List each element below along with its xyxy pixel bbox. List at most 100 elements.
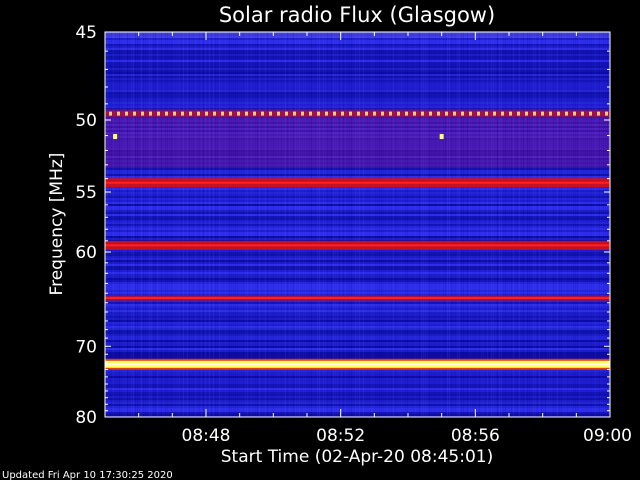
emission-dot bbox=[109, 111, 112, 116]
emission-dot bbox=[197, 111, 200, 116]
time-streak bbox=[303, 32, 304, 417]
time-streak bbox=[375, 32, 376, 417]
time-streak bbox=[441, 32, 442, 417]
time-streak bbox=[541, 32, 542, 417]
channel-row bbox=[105, 96, 610, 98]
channel-row bbox=[105, 172, 610, 174]
channel-row bbox=[105, 384, 610, 386]
time-streak bbox=[355, 32, 356, 417]
channel-row bbox=[105, 338, 610, 340]
time-streak bbox=[553, 32, 554, 417]
chart-title: Solar radio Flux (Glasgow) bbox=[219, 3, 495, 27]
time-streak bbox=[171, 32, 172, 417]
channel-row bbox=[105, 402, 610, 404]
emission-dot bbox=[141, 111, 144, 116]
time-streak bbox=[297, 32, 298, 417]
time-streak bbox=[301, 32, 302, 417]
x-tick-label: 08:48 bbox=[182, 426, 231, 446]
time-streak bbox=[479, 32, 480, 417]
channel-row bbox=[105, 200, 610, 202]
time-streak bbox=[359, 32, 360, 417]
time-streak bbox=[367, 32, 368, 417]
emission-dot bbox=[293, 111, 296, 116]
channel-row bbox=[105, 332, 610, 334]
x-tick-label: 08:52 bbox=[316, 426, 365, 446]
y-tick-label: 55 bbox=[75, 183, 97, 203]
time-streak bbox=[109, 32, 110, 417]
channel-row bbox=[105, 260, 610, 262]
emission-dot bbox=[397, 111, 400, 116]
channel-row bbox=[105, 286, 610, 288]
time-streak bbox=[383, 32, 384, 417]
time-streak bbox=[501, 32, 502, 417]
time-streak bbox=[145, 32, 146, 417]
time-streak bbox=[577, 32, 578, 417]
emission-dot bbox=[317, 111, 320, 116]
updated-timestamp: Updated Fri Apr 10 17:30:25 2020 bbox=[2, 470, 173, 480]
emission-dot bbox=[429, 111, 432, 116]
time-streak bbox=[173, 32, 174, 417]
channel-row bbox=[105, 348, 610, 350]
time-streak bbox=[393, 32, 394, 417]
emission-dot bbox=[445, 111, 448, 116]
time-streak bbox=[515, 32, 516, 417]
emission-dot bbox=[301, 111, 304, 116]
time-streak bbox=[547, 32, 548, 417]
time-streak bbox=[251, 32, 252, 417]
plot-frame bbox=[104, 31, 611, 418]
time-streak bbox=[517, 32, 518, 417]
time-streak bbox=[237, 32, 238, 417]
emission-dot bbox=[413, 111, 416, 116]
channel-row bbox=[105, 300, 610, 302]
emission-dot bbox=[237, 111, 240, 116]
emission-dot bbox=[213, 111, 216, 116]
time-streak bbox=[157, 32, 158, 417]
channel-row bbox=[105, 350, 610, 352]
time-streak bbox=[493, 32, 494, 417]
time-streak bbox=[205, 32, 206, 417]
time-streak bbox=[341, 32, 342, 417]
time-streak bbox=[557, 32, 558, 417]
channel-row bbox=[105, 330, 610, 332]
time-streak bbox=[183, 32, 184, 417]
channel-row bbox=[105, 46, 610, 48]
time-streak bbox=[217, 32, 218, 417]
time-streak bbox=[327, 32, 328, 417]
time-streak bbox=[357, 32, 358, 417]
emission-dot bbox=[461, 111, 464, 116]
time-streak bbox=[167, 32, 168, 417]
time-streak bbox=[215, 32, 216, 417]
time-streak bbox=[497, 32, 498, 417]
channel-row bbox=[105, 324, 610, 326]
time-streak bbox=[401, 32, 402, 417]
channel-row bbox=[105, 374, 610, 376]
time-streak bbox=[545, 32, 546, 417]
time-streak bbox=[483, 32, 484, 417]
channel-row bbox=[105, 174, 610, 176]
axis-ticks: 45 50 55 60 70 80 08:48 08:52 08:56 09:00 bbox=[75, 23, 632, 446]
time-streak bbox=[499, 32, 500, 417]
time-streak bbox=[457, 32, 458, 417]
channel-row bbox=[105, 190, 610, 192]
emission-dot bbox=[469, 111, 472, 116]
channel-row bbox=[105, 310, 610, 312]
emission-dot bbox=[405, 111, 408, 116]
time-streak bbox=[351, 32, 352, 417]
channel-row bbox=[105, 400, 610, 402]
emission-dot bbox=[357, 111, 360, 116]
channel-row bbox=[105, 214, 610, 216]
emission-dot bbox=[557, 111, 560, 116]
channel-row bbox=[105, 98, 610, 100]
channel-row bbox=[105, 306, 610, 308]
channel-row bbox=[105, 262, 610, 264]
emission-dot bbox=[133, 111, 136, 116]
time-streak bbox=[537, 32, 538, 417]
channel-row bbox=[105, 226, 610, 228]
channel-row bbox=[105, 52, 610, 54]
channel-row bbox=[105, 316, 610, 318]
channel-row bbox=[105, 386, 610, 388]
emission-dot bbox=[605, 111, 608, 116]
time-streak bbox=[201, 32, 202, 417]
emission-dot bbox=[149, 111, 152, 116]
channel-row bbox=[105, 196, 610, 198]
